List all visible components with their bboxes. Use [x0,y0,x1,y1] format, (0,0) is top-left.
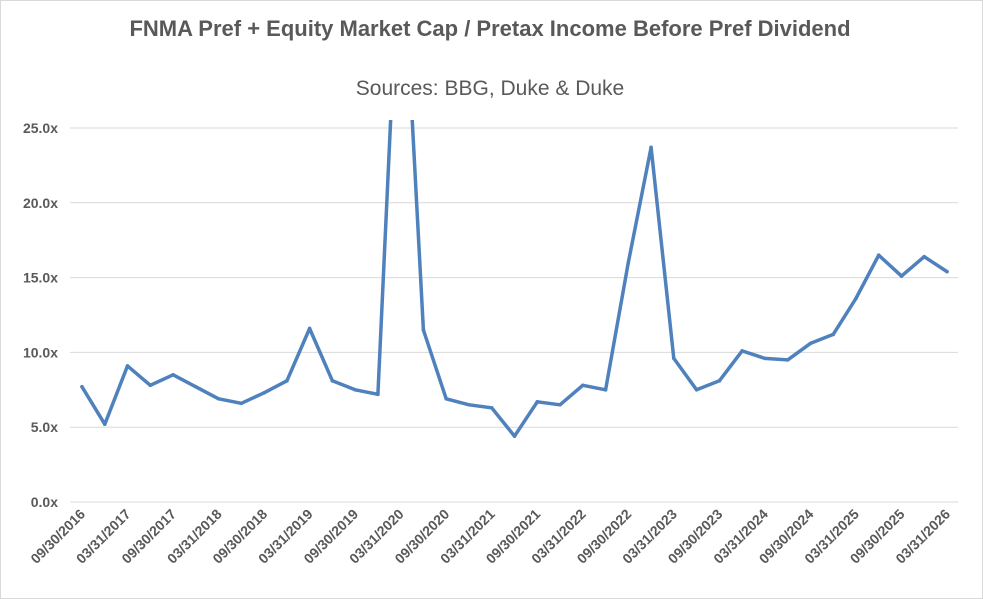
y-tick-label: 10.0x [23,344,58,360]
data-point [148,383,153,388]
x-axis-tick-labels: 09/30/201603/31/201709/30/201703/31/2018… [27,506,953,567]
data-point [831,332,835,337]
data-point [580,383,585,388]
chart-subtitle: Sources: BBG, Duke & Duke [355,77,625,100]
y-tick-label: 0.0x [31,494,58,510]
data-point [421,328,426,332]
data-point [763,356,767,361]
data-point [239,401,244,406]
data-point [717,379,722,383]
data-point [125,364,130,368]
chart-title: FNMA Pref + Equity Market Cap / Pretax I… [129,16,851,41]
data-point [945,269,949,274]
data-point [876,253,881,257]
data-point [512,434,517,438]
data-point [444,396,449,401]
series-layer [80,120,949,438]
data-point [216,396,221,401]
data-point [467,402,471,407]
data-point [899,274,904,278]
gridlines [70,127,958,503]
data-point [808,341,813,346]
y-tick-label: 15.0x [23,270,58,286]
data-point [558,402,562,407]
data-point [854,296,858,301]
data-point [740,349,744,353]
data-point [80,385,84,389]
y-tick-label: 20.0x [23,195,58,211]
data-point [785,358,790,362]
data-point [376,392,380,397]
data-point [694,388,699,392]
data-point [102,422,107,427]
data-point [489,405,494,410]
data-point [353,388,357,392]
data-point [603,388,608,392]
data-point [649,145,653,150]
series-line [80,120,949,438]
data-point [194,385,198,389]
y-tick-label: 5.0x [31,419,58,435]
data-point [330,379,335,383]
data-point [922,254,927,259]
data-point [535,399,540,404]
y-tick-label: 25.0x [23,120,58,136]
data-point [171,373,175,377]
data-point [672,356,676,361]
y-axis-tick-labels: 0.0x 5.0x 10.0x 15.0x 20.0x 25.0x [23,120,58,510]
data-point [262,390,266,395]
data-point [285,379,289,383]
data-point [307,326,312,331]
data-point [626,260,631,265]
